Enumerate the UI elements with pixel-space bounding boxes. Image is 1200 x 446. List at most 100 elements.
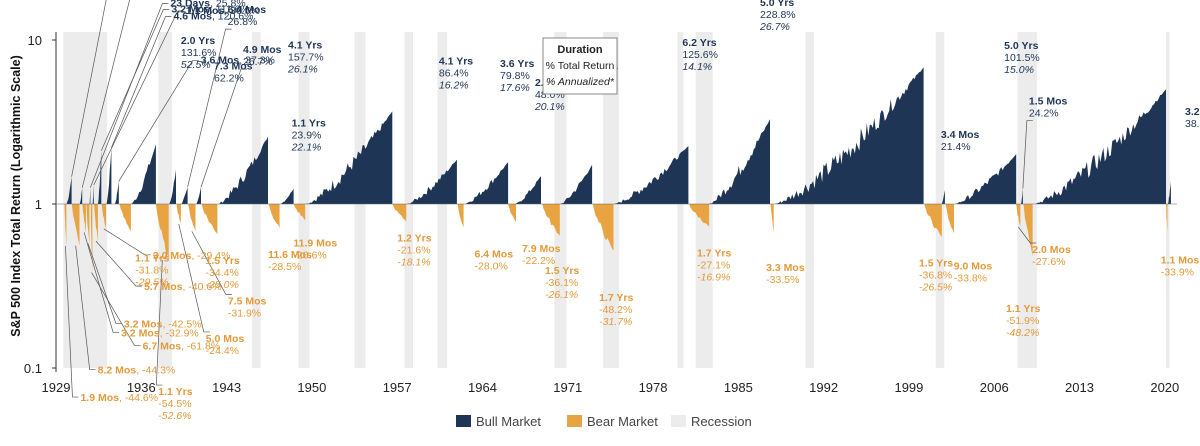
label-total: , -44.6% xyxy=(119,392,158,404)
key-box-line2: % Annualized* xyxy=(546,76,615,88)
label-total: -20.6% xyxy=(293,249,326,261)
label-duration: 3.3 Mos xyxy=(766,262,805,274)
x-tick-label: 1943 xyxy=(212,380,241,395)
label-duration: 1.5 Yrs xyxy=(545,265,579,277)
label-duration: 7.5 Mos xyxy=(228,295,267,307)
label-annualized: -18.1% xyxy=(397,256,430,268)
label-total: -33.5% xyxy=(766,274,799,286)
x-tick-label: 1978 xyxy=(639,380,668,395)
label-total: -51.9% xyxy=(1006,315,1039,327)
annotation-leader xyxy=(91,272,141,346)
bull-market-area xyxy=(66,176,72,204)
bull-market-area xyxy=(774,67,924,204)
label-duration: 1.5 Mos xyxy=(1029,96,1068,108)
recession-band xyxy=(935,32,945,368)
bear-market-area xyxy=(268,204,280,228)
label-total: , -42.5% xyxy=(162,318,201,330)
x-tick-label: 1950 xyxy=(297,380,326,395)
x-tick-label: 1992 xyxy=(809,380,838,395)
label-duration: 4.1 Yrs xyxy=(439,56,473,68)
label-duration: 7.3 Mos xyxy=(214,61,253,73)
x-tick-label: 2020 xyxy=(1150,380,1179,395)
legend: Bull Market Bear Market Recession xyxy=(456,414,752,429)
annotation-leader xyxy=(75,245,96,371)
annotation-leader xyxy=(155,260,163,386)
label-duration: 23 Days xyxy=(170,0,210,10)
bear-market-area xyxy=(94,204,98,242)
label-annualized: 26.1% xyxy=(287,64,318,76)
bull-market-area xyxy=(196,187,201,204)
bull-label: 4.6 Mos, 120.6% xyxy=(173,11,253,23)
label-duration: 3.2 Mos xyxy=(171,4,210,16)
recession-band xyxy=(695,32,713,368)
label-duration: 3.4 Mos xyxy=(941,129,980,141)
label-total: , -29.4% xyxy=(191,250,230,262)
label-total: -31.8% xyxy=(135,264,168,276)
bear-market-area xyxy=(71,204,80,246)
label-total: 21.4% xyxy=(941,141,971,153)
label-total: -21.6% xyxy=(397,244,430,256)
recession-band xyxy=(158,32,172,368)
label-duration: 6.2 Yrs xyxy=(682,37,716,49)
bull-label: 3.6 Mos, 37.3% xyxy=(201,54,275,66)
x-tick-label: 1971 xyxy=(553,380,582,395)
y-tick-label: 0.1 xyxy=(24,361,42,376)
bull-market-area xyxy=(614,146,689,204)
legend-swatch-recession xyxy=(671,415,686,427)
label-duration: 1.1 Mos xyxy=(186,5,225,17)
y-tick-label: 1 xyxy=(35,197,42,212)
label-total: , 111.6% xyxy=(210,4,250,16)
label-annualized: -48.2% xyxy=(1006,327,1039,339)
annotation-leaders xyxy=(65,0,1037,398)
bull-market-area xyxy=(106,147,112,204)
x-tick-label: 1964 xyxy=(468,380,497,395)
label-total: , 25.8% xyxy=(210,0,246,10)
legend-label-bear: Bear Market xyxy=(587,414,658,429)
annotation-leader xyxy=(191,231,232,295)
bull-market-area xyxy=(515,176,541,204)
bull-label: 23 Days, 25.8% xyxy=(170,0,245,10)
label-annualized: -31.7% xyxy=(599,316,632,328)
label-duration: 6.4 Mos xyxy=(475,248,514,260)
annotation-leader xyxy=(81,0,130,188)
label-duration: 2.0 Yrs xyxy=(181,35,215,47)
bull-market-area xyxy=(280,188,294,204)
annotation-leader xyxy=(1022,120,1033,189)
label-annualized: 26.7% xyxy=(759,21,790,33)
label-total: -36.1% xyxy=(545,277,578,289)
annotation-leader xyxy=(90,3,169,188)
annotation-leader xyxy=(65,246,79,398)
label-annualized: 20.1% xyxy=(534,101,565,113)
label-total: , 30.6% xyxy=(224,5,260,17)
label-annualized: -25.0% xyxy=(206,279,239,291)
label-duration: 3.2 Mos xyxy=(1185,106,1200,118)
bear-market-area xyxy=(64,204,67,247)
label-duration: 7.9 Mos xyxy=(522,243,561,255)
label-total: 62.2% xyxy=(214,73,244,85)
label-total: , -44.3% xyxy=(136,365,175,377)
bear-label: 6.7 Mos, -61.8% xyxy=(143,341,221,353)
bear-market-area xyxy=(119,204,131,232)
label-duration: 1.7 Yrs xyxy=(599,292,633,304)
label-duration: 1.1 Yrs xyxy=(158,386,192,398)
label-total: -33.9% xyxy=(1161,266,1194,278)
x-tick-label: 1985 xyxy=(724,380,753,395)
x-tick-label: 2013 xyxy=(1065,380,1094,395)
label-duration: 11.9 Mos xyxy=(293,237,337,249)
label-duration: 8.2 Mos xyxy=(98,365,137,377)
bull-label: 1.1 Mos, 30.6% xyxy=(186,5,260,17)
label-duration: 6.7 Mos xyxy=(143,341,182,353)
recession-band xyxy=(1017,32,1037,368)
bear-market-area xyxy=(924,204,942,237)
bull-market-area xyxy=(941,190,945,204)
annotation-leader xyxy=(178,223,210,333)
recession-band xyxy=(1166,32,1170,368)
annotation-leader xyxy=(103,228,151,256)
bull-market-area xyxy=(98,150,102,204)
label-duration: 6.4 Mos xyxy=(228,4,267,16)
bull-market-area xyxy=(560,164,593,204)
annotation-leader xyxy=(200,68,247,188)
label-total: -27.1% xyxy=(697,260,730,272)
label-duration: 5.0 Yrs xyxy=(1004,40,1038,52)
bear-market-area xyxy=(457,204,464,228)
